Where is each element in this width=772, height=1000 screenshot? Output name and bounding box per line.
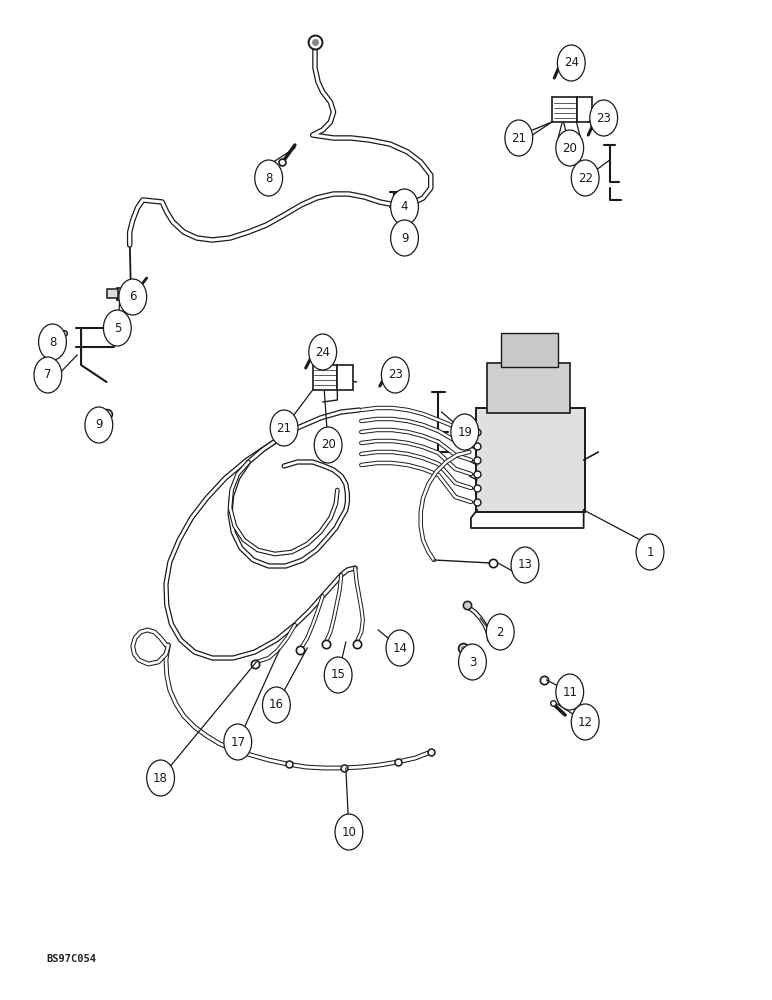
FancyBboxPatch shape bbox=[476, 408, 585, 512]
Text: 16: 16 bbox=[269, 698, 284, 712]
Text: 13: 13 bbox=[517, 558, 533, 572]
Text: 24: 24 bbox=[315, 346, 330, 359]
Text: 10: 10 bbox=[341, 826, 357, 838]
Circle shape bbox=[636, 534, 664, 570]
Circle shape bbox=[381, 357, 409, 393]
Circle shape bbox=[335, 814, 363, 850]
Text: 7: 7 bbox=[44, 368, 52, 381]
Circle shape bbox=[391, 189, 418, 225]
Text: 23: 23 bbox=[596, 111, 611, 124]
Text: 9: 9 bbox=[401, 232, 408, 244]
Circle shape bbox=[571, 704, 599, 740]
Circle shape bbox=[386, 630, 414, 666]
Text: 12: 12 bbox=[577, 716, 593, 728]
Text: 23: 23 bbox=[388, 368, 403, 381]
Text: 1: 1 bbox=[646, 546, 654, 558]
Text: 19: 19 bbox=[457, 426, 472, 438]
Text: 21: 21 bbox=[511, 131, 527, 144]
Bar bbox=[577, 97, 592, 122]
Text: 11: 11 bbox=[562, 686, 577, 698]
Text: 20: 20 bbox=[320, 438, 336, 452]
Circle shape bbox=[147, 760, 174, 796]
Circle shape bbox=[39, 324, 66, 360]
Text: 4: 4 bbox=[401, 200, 408, 214]
Text: 8: 8 bbox=[49, 336, 56, 349]
Circle shape bbox=[391, 220, 418, 256]
Circle shape bbox=[511, 547, 539, 583]
Bar bbox=[337, 365, 353, 390]
Circle shape bbox=[557, 45, 585, 81]
Circle shape bbox=[314, 427, 342, 463]
Text: 14: 14 bbox=[392, 642, 408, 654]
Circle shape bbox=[451, 414, 479, 450]
Text: 18: 18 bbox=[153, 772, 168, 784]
Bar bbox=[313, 365, 337, 390]
Text: BS97C054: BS97C054 bbox=[46, 954, 96, 964]
Circle shape bbox=[571, 160, 599, 196]
Circle shape bbox=[556, 674, 584, 710]
Text: 15: 15 bbox=[330, 668, 346, 682]
FancyBboxPatch shape bbox=[487, 363, 570, 413]
Text: 3: 3 bbox=[469, 656, 476, 668]
Text: 8: 8 bbox=[265, 172, 273, 184]
Text: 22: 22 bbox=[577, 172, 593, 184]
Circle shape bbox=[309, 334, 337, 370]
Bar bbox=[117, 288, 134, 300]
FancyBboxPatch shape bbox=[501, 333, 558, 367]
Circle shape bbox=[324, 657, 352, 693]
Circle shape bbox=[255, 160, 283, 196]
Text: 20: 20 bbox=[562, 141, 577, 154]
Circle shape bbox=[119, 279, 147, 315]
Circle shape bbox=[590, 100, 618, 136]
Circle shape bbox=[486, 614, 514, 650]
Circle shape bbox=[34, 357, 62, 393]
Text: 5: 5 bbox=[113, 322, 121, 334]
Circle shape bbox=[556, 130, 584, 166]
Bar bbox=[552, 97, 577, 122]
Circle shape bbox=[85, 407, 113, 443]
Text: 6: 6 bbox=[129, 290, 137, 304]
Circle shape bbox=[224, 724, 252, 760]
Circle shape bbox=[262, 687, 290, 723]
Bar bbox=[107, 289, 118, 298]
Circle shape bbox=[103, 310, 131, 346]
Text: 24: 24 bbox=[564, 56, 579, 70]
Circle shape bbox=[270, 410, 298, 446]
Text: 2: 2 bbox=[496, 626, 504, 639]
Circle shape bbox=[459, 644, 486, 680]
Text: 17: 17 bbox=[230, 736, 245, 748]
Text: 9: 9 bbox=[95, 418, 103, 432]
Circle shape bbox=[505, 120, 533, 156]
Text: 21: 21 bbox=[276, 422, 292, 434]
